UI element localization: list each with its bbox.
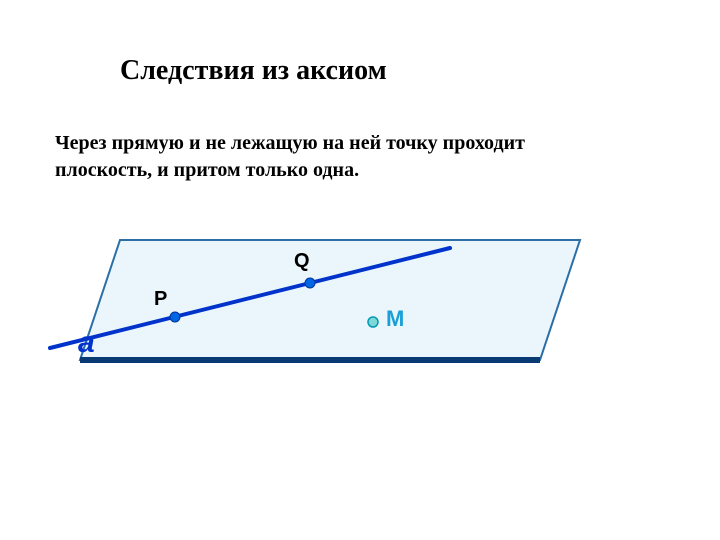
page-title: Следствия из аксиом <box>120 55 387 87</box>
diagram-svg <box>20 220 620 390</box>
point-m <box>368 317 378 327</box>
label-m: М <box>386 306 404 332</box>
label-p: P <box>154 288 167 311</box>
point-p <box>170 312 180 322</box>
theorem-text: Через прямую и не лежащую на ней точку п… <box>55 130 615 184</box>
label-a: a <box>78 326 95 360</box>
point-q <box>305 278 315 288</box>
geometry-diagram <box>20 220 620 390</box>
label-q: Q <box>294 250 310 273</box>
